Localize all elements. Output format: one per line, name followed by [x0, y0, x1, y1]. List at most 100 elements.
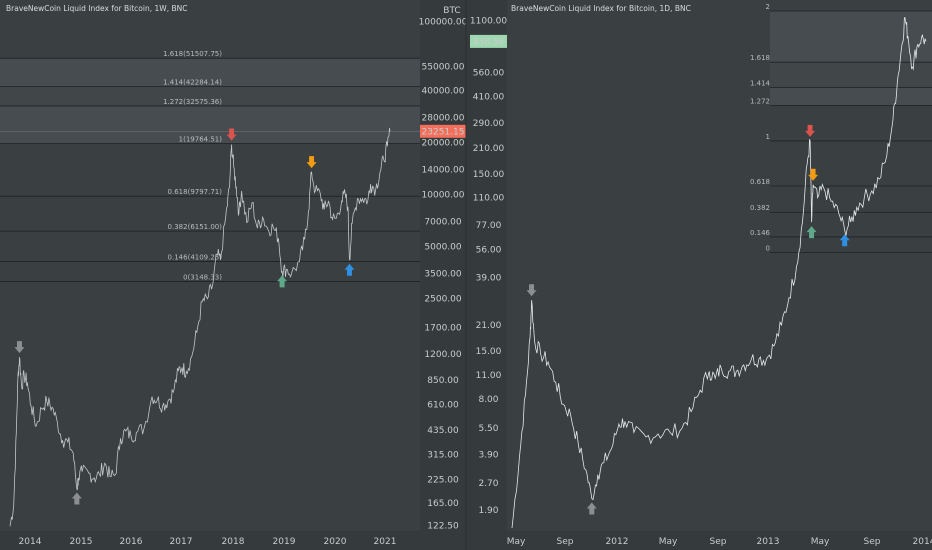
x-tick-label: 2015: [70, 537, 93, 547]
x-tick-label: May: [811, 537, 830, 547]
y-tick-label: 40000.00: [422, 87, 465, 97]
y-tick-label: 610.00: [427, 401, 459, 411]
fib-level-label: 1.414: [750, 80, 771, 88]
x-tick-label: 2013: [757, 537, 780, 547]
fib-level-label: 1.618: [750, 54, 770, 62]
y-tick-label: 290.00: [473, 119, 505, 129]
x-tick-label: 2017: [170, 537, 193, 547]
y-tick-label: 8.00: [478, 395, 498, 405]
y-tick-label: 3500.00: [424, 269, 461, 279]
swing-markers: [526, 124, 850, 515]
y-tick-label: 315.00: [427, 450, 459, 460]
arrow-up-icon: [344, 263, 355, 276]
x-tick-label: 2014: [19, 537, 42, 547]
x-tick-label: 2012: [606, 537, 629, 547]
y-tick-label: 1.90: [478, 506, 498, 516]
fib-level-label: 1: [766, 133, 770, 141]
y-tick-label: 20000.00: [422, 139, 465, 149]
fib-band: [770, 62, 932, 88]
y-tick-label: 3.90: [478, 451, 498, 461]
arrow-up-icon: [71, 492, 82, 505]
arrow-down-icon: [805, 124, 816, 137]
fib-band: [770, 87, 932, 106]
y-tick-label: 410.00: [473, 92, 505, 102]
fib-level-label: 1.272: [750, 97, 770, 105]
y-tick-label: 210.00: [473, 144, 505, 154]
fib-bands: [0, 58, 420, 144]
y-tick-label: 435.00: [427, 426, 459, 436]
y-tick-label: 55000.00: [422, 63, 465, 73]
daily-chart-pane[interactable]: 2 1.618 1.414 1.272 1 0.618 0.382 0.146 0 BraveN…: [507, 0, 932, 550]
y-tick-label: 28000.00: [422, 113, 465, 123]
x-tick-label: 2018: [222, 537, 245, 547]
weekly-chart-pane[interactable]: 1.618(51507.75) 1.414(42284.14) 1.272(3257…: [0, 0, 420, 550]
fib-band: [0, 105, 420, 144]
price-axis: 100000.00 55000.00 40000.00 28000.00 20000.0…: [419, 0, 468, 550]
y-tick-label: 15.00: [476, 347, 502, 357]
fib-level-label: 0: [766, 244, 770, 252]
fib-levels: 2 1.618 1.414 1.272 1 0.618 0.382 0.146 0: [750, 3, 932, 253]
arrow-down-icon: [14, 341, 25, 354]
arrow-down-icon: [226, 128, 237, 141]
y-tick-label: 1700.00: [424, 324, 461, 334]
fib-level-label: 0.146(4109.25): [168, 253, 223, 261]
time-axis: 2014 2015 2016 2017 2018 2019 2020 2021: [19, 537, 397, 547]
price-axis: 1100.00 560.00 410.00 290.00 210.00 150.00 110…: [466, 0, 507, 550]
fib-bands: [770, 11, 932, 106]
y-tick-label: 150.00: [473, 170, 505, 180]
fib-level-label: 1(19764.51): [179, 135, 223, 143]
arrow-down-icon: [808, 168, 819, 181]
arrow-down-icon: [526, 284, 537, 297]
price-line: [9, 127, 391, 527]
fib-band: [0, 86, 420, 106]
time-axis: May Sep 2012 May Sep 2013 May Sep 2014: [507, 537, 932, 547]
x-tick-label: Sep: [557, 537, 574, 547]
y-tick-label: 56.00: [476, 246, 502, 256]
x-tick-label: 2016: [120, 537, 143, 547]
y-tick-label: 21.00: [476, 321, 502, 331]
fib-level-label: 1.618(51507.75): [163, 50, 222, 58]
y-tick-label: 560.00: [473, 68, 505, 78]
y-tick-label: 39.00: [476, 273, 502, 283]
y-tick-label: 7000.00: [424, 217, 461, 227]
price-line: [511, 16, 927, 529]
fib-level-label: 0.382(6151.00): [168, 223, 223, 231]
currency-label: BTC: [443, 6, 460, 16]
x-tick-label: Sep: [864, 537, 881, 547]
x-tick-label: May: [659, 537, 678, 547]
chart-title: BraveNewCoin Liquid Index for Bitcoin, 1…: [511, 4, 691, 13]
arrow-down-icon: [306, 156, 317, 169]
last-price-label: 838.56: [473, 37, 505, 47]
arrow-up-icon: [277, 275, 288, 288]
fib-level-label: 0.618(9797.71): [168, 188, 223, 196]
y-tick-label: 2500.00: [424, 295, 461, 305]
fib-level-label: 0.382: [750, 204, 770, 212]
y-tick-label: 10000.00: [422, 191, 465, 201]
y-tick-label: 5.50: [478, 424, 498, 434]
arrow-up-icon: [586, 502, 597, 515]
y-tick-label: 1200.00: [424, 350, 461, 360]
swing-markers: [14, 128, 355, 505]
fib-level-label: 2: [766, 3, 770, 11]
y-tick-label: 1100.00: [470, 17, 507, 27]
y-tick-label: 100000.00: [419, 18, 468, 28]
last-price-tag: [470, 34, 507, 48]
y-tick-label: 122.50: [427, 521, 459, 531]
y-tick-label: 2.70: [478, 479, 498, 489]
y-tick-label: 850.00: [427, 376, 459, 386]
y-tick-label: 165.00: [427, 499, 459, 509]
x-tick-label: May: [507, 537, 526, 547]
y-tick-label: 225.00: [427, 476, 459, 486]
x-tick-label: 2021: [374, 537, 397, 547]
arrow-up-icon: [839, 234, 850, 247]
last-price-tag: [420, 124, 466, 138]
y-tick-label: 11.00: [476, 371, 502, 381]
fib-level-label: 1.414(42284.14): [163, 78, 222, 86]
y-tick-label: 5000.00: [424, 243, 461, 253]
y-tick-label: 14000.00: [422, 165, 465, 175]
x-tick-label: 2019: [273, 537, 296, 547]
fib-level-label: 0.146: [750, 229, 771, 237]
x-tick-label: 2014: [913, 537, 932, 547]
fib-levels: 1.618(51507.75) 1.414(42284.14) 1.272(3257…: [0, 50, 420, 282]
